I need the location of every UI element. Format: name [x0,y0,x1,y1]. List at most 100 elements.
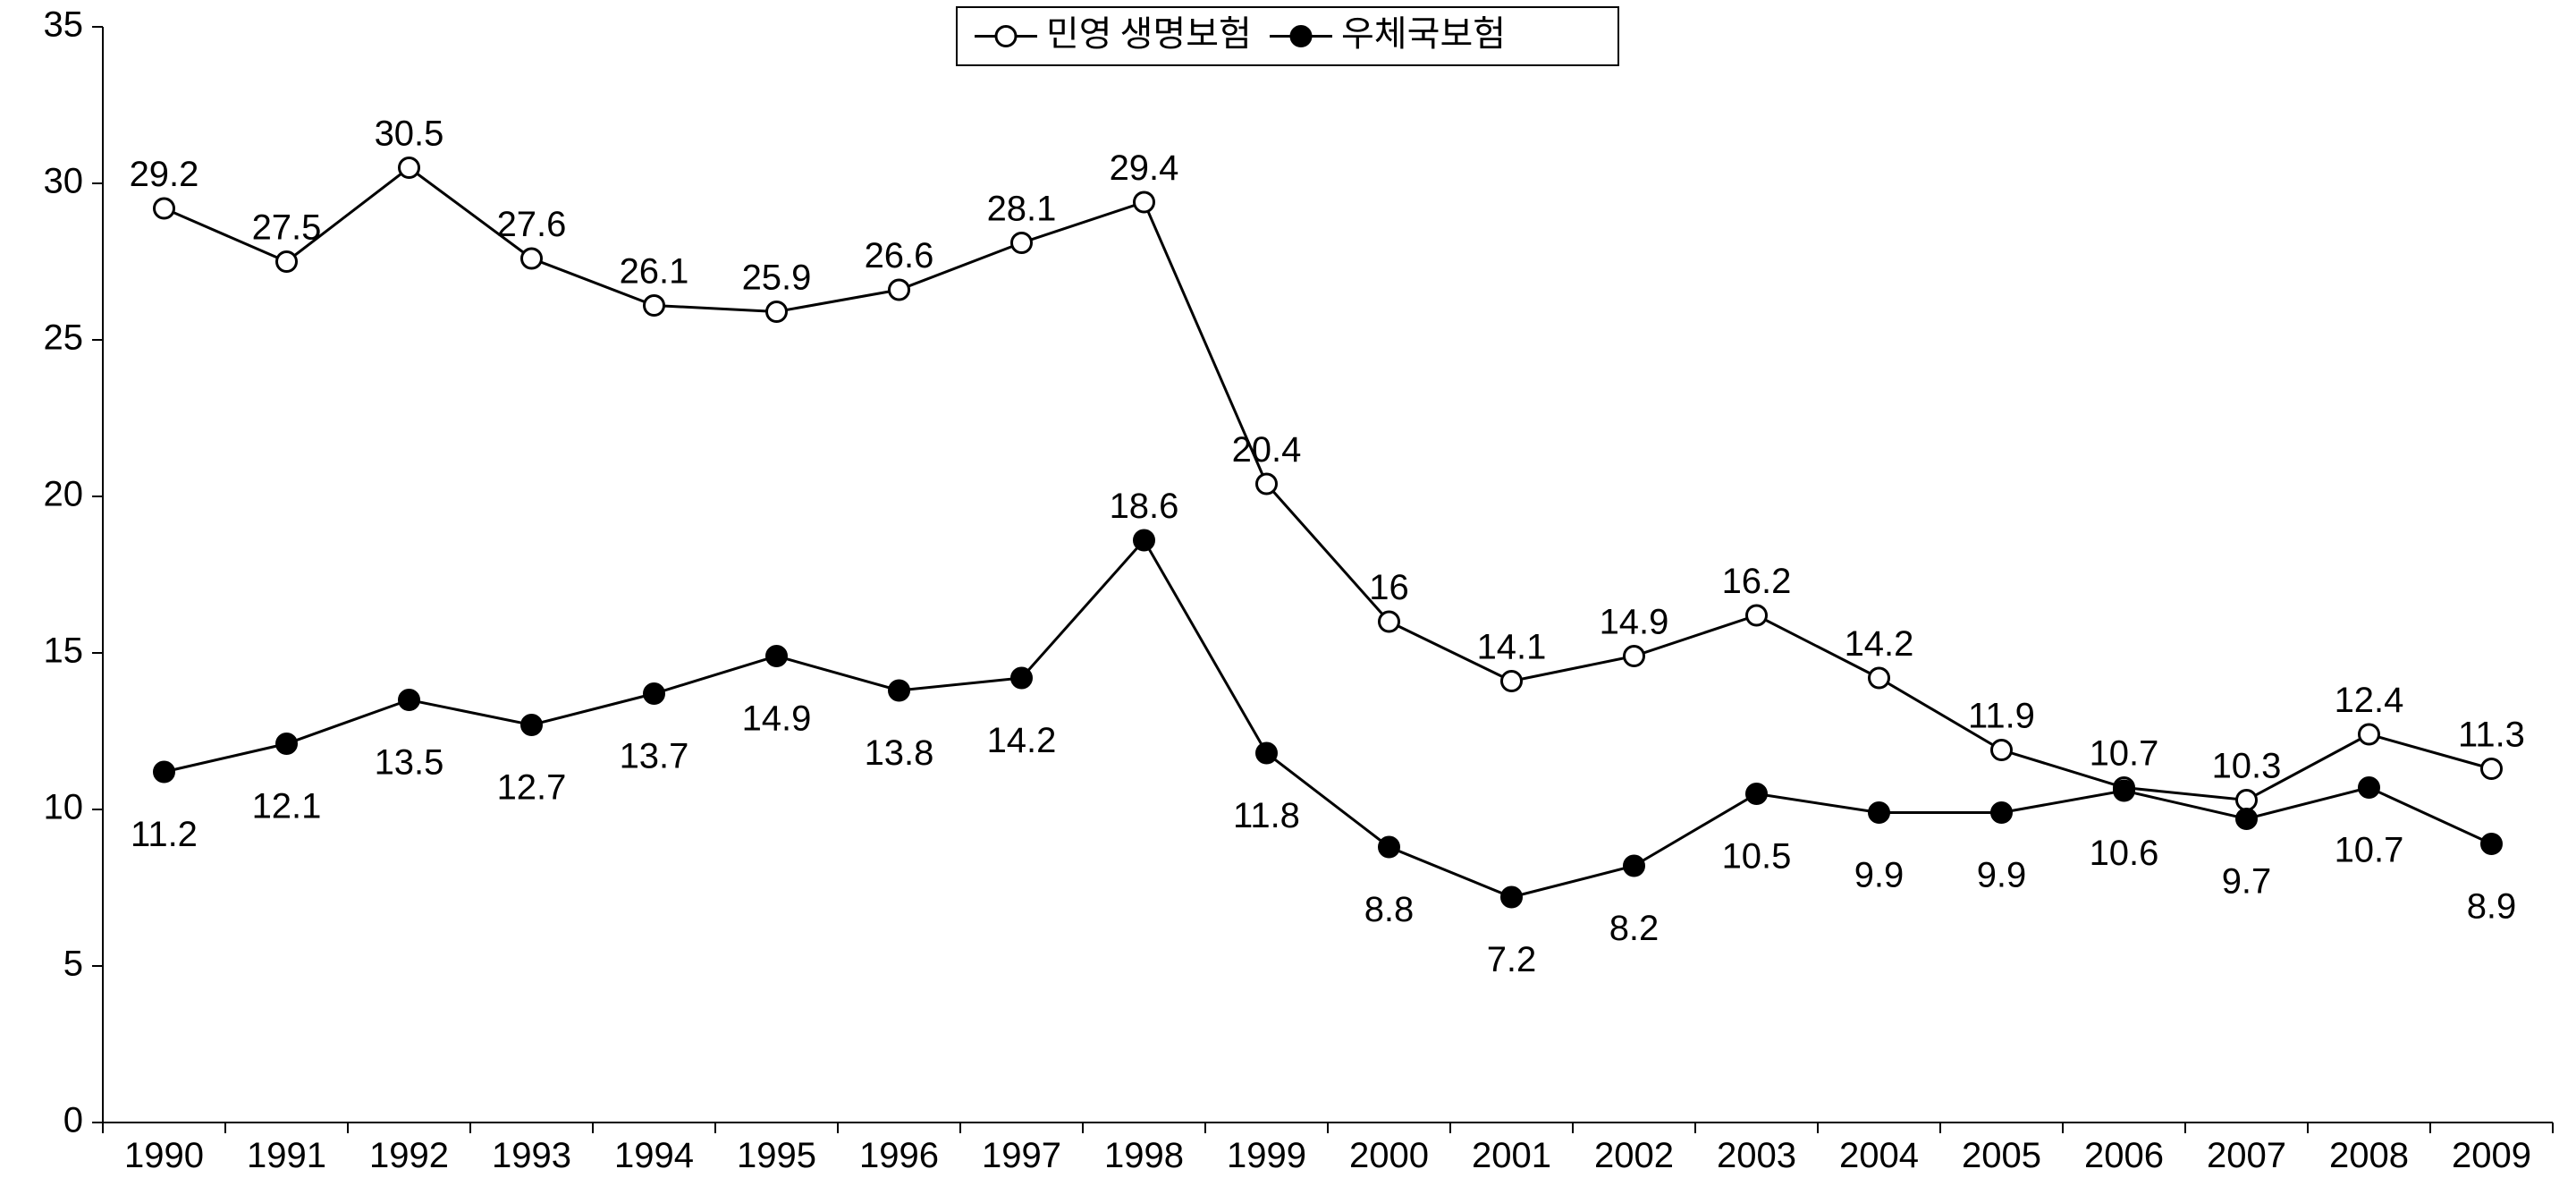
data-label-series1: 16.2 [1722,562,1792,601]
series-marker-series1 [2360,724,2379,744]
series-marker-series2 [1870,803,1889,823]
series-marker-series2 [1502,887,1522,907]
data-label-series2: 14.2 [987,721,1057,760]
x-tick-label: 1997 [982,1136,1061,1175]
data-label-series2: 13.5 [375,743,444,783]
x-tick-label: 2004 [1839,1136,1919,1175]
data-label-series1: 14.1 [1477,628,1547,667]
series-marker-series1 [277,252,297,272]
x-tick-label: 2007 [2207,1136,2286,1175]
x-tick-label: 2002 [1594,1136,1674,1175]
y-tick-label: 30 [44,162,84,201]
data-label-series1: 30.5 [375,114,444,154]
data-label-series2: 9.9 [1854,856,1905,895]
data-label-series2: 12.7 [497,768,567,808]
y-tick-label: 20 [44,475,84,514]
x-tick-label: 2005 [1962,1136,2041,1175]
x-tick-label: 1993 [492,1136,571,1175]
data-label-series1: 27.6 [497,205,567,244]
series-marker-series1 [1870,668,1889,688]
series-marker-series2 [1012,668,1032,688]
series-marker-series2 [1747,784,1767,804]
x-tick-label: 2003 [1717,1136,1796,1175]
series-marker-series1 [2237,791,2257,810]
y-tick-label: 10 [44,788,84,827]
x-tick-label: 1992 [369,1136,449,1175]
data-label-series2: 10.5 [1722,837,1792,877]
data-label-series2: 13.8 [865,733,934,773]
y-tick-label: 35 [44,5,84,45]
series-marker-series1 [1992,741,2012,760]
legend-label: 민영 생명보험 [1046,4,1252,56]
series-marker-series1 [1747,606,1767,625]
data-label-series2: 11.8 [1233,796,1300,835]
data-label-series2: 10.6 [2090,834,2159,873]
chart-container: 0510152025303519901991199219931994199519… [0,0,2576,1203]
data-label-series2: 11.2 [131,815,198,854]
x-tick-label: 1995 [737,1136,816,1175]
data-label-series1: 29.4 [1110,148,1179,188]
data-label-series2: 13.7 [620,737,689,776]
x-tick-label: 2009 [2452,1136,2531,1175]
x-tick-label: 1998 [1104,1136,1184,1175]
series-marker-series2 [400,690,419,710]
data-label-series2: 14.9 [742,699,812,739]
data-label-series1: 12.4 [2335,681,2404,720]
data-label-series1: 11.3 [2458,716,2525,755]
series-marker-series1 [1625,647,1644,666]
data-label-series1: 10.3 [2212,747,2282,786]
data-label-series1: 26.6 [865,236,934,275]
data-label-series1: 27.5 [252,208,322,248]
series-marker-series2 [2115,781,2134,801]
data-label-series1: 26.1 [620,252,689,292]
series-marker-series2 [1257,743,1277,763]
x-tick-label: 1990 [124,1136,204,1175]
series-marker-series2 [890,681,909,700]
series-marker-series1 [890,280,909,300]
line-chart: 0510152025303519901991199219931994199519… [0,0,2576,1203]
x-tick-label: 2006 [2084,1136,2164,1175]
y-tick-label: 25 [44,318,84,358]
series-marker-series2 [2360,778,2379,798]
series-marker-series1 [522,249,542,268]
series-marker-series2 [2482,834,2502,854]
data-label-series2: 10.7 [2335,831,2404,870]
legend-marker [996,27,1016,47]
series-marker-series1 [155,199,174,218]
data-label-series2: 9.7 [2222,862,2272,902]
series-marker-series2 [2237,809,2257,829]
data-label-series1: 14.2 [1845,624,1914,664]
series-marker-series2 [1135,530,1154,550]
series-marker-series2 [1625,856,1644,876]
data-label-series1: 16 [1369,568,1409,607]
series-marker-series2 [155,762,174,782]
x-tick-label: 2000 [1349,1136,1429,1175]
data-label-series2: 18.6 [1110,487,1179,526]
series-marker-series1 [1012,233,1032,253]
series-marker-series2 [522,716,542,735]
series-marker-series2 [767,647,787,666]
x-tick-label: 2001 [1472,1136,1551,1175]
x-tick-label: 1996 [859,1136,939,1175]
data-label-series2: 8.9 [2467,887,2517,927]
series-marker-series1 [400,158,419,178]
data-label-series2: 8.8 [1364,890,1415,929]
series-marker-series1 [645,296,664,316]
series-marker-series1 [1380,612,1399,631]
data-label-series1: 29.2 [130,155,199,194]
data-label-series1: 14.9 [1600,603,1669,642]
y-tick-label: 5 [63,945,83,984]
data-label-series1: 25.9 [742,258,812,298]
series-marker-series2 [645,684,664,704]
data-label-series1: 20.4 [1232,430,1302,470]
x-tick-label: 2008 [2329,1136,2409,1175]
data-label-series1: 10.7 [2090,734,2159,774]
series-marker-series1 [2482,759,2502,779]
series-marker-series2 [1992,803,2012,823]
series-marker-series1 [1257,474,1277,494]
legend-label: 우체국보험 [1341,4,1506,56]
y-tick-label: 15 [44,631,84,671]
series-marker-series1 [1135,192,1154,212]
series-marker-series1 [1502,672,1522,691]
series-marker-series2 [1380,837,1399,857]
